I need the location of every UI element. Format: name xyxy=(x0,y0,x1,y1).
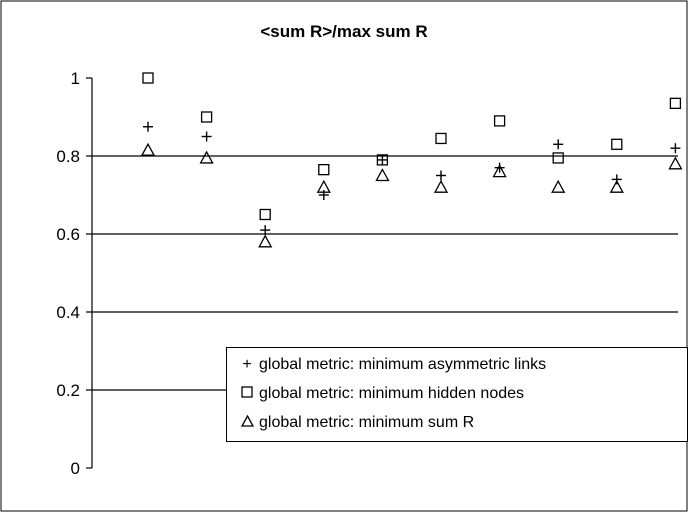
legend-item-square: global metric: minimum hidden nodes xyxy=(239,385,524,403)
legend-item-plus: + global metric: minimum asymmetric link… xyxy=(239,356,546,374)
y-tick-label: 0.6 xyxy=(56,225,80,244)
legend-item-triangle: global metric: minimum sum R xyxy=(239,414,474,432)
plus-marker-icon: + xyxy=(239,356,255,374)
square-marker-icon xyxy=(239,385,255,403)
plus-marker xyxy=(670,143,680,153)
triangle-marker xyxy=(201,152,213,163)
y-tick-label: 0.2 xyxy=(56,381,80,400)
square-marker xyxy=(202,112,212,122)
triangle-marker-icon xyxy=(239,414,255,432)
triangle-marker xyxy=(669,158,681,169)
legend-label: global metric: minimum sum R xyxy=(259,414,474,432)
triangle-marker xyxy=(259,236,271,247)
triangle-marker xyxy=(552,181,564,192)
y-tick-label: 1 xyxy=(71,69,80,88)
square-marker xyxy=(495,116,505,126)
square-marker xyxy=(143,73,153,83)
legend: + global metric: minimum asymmetric link… xyxy=(226,347,688,442)
plus-marker xyxy=(436,171,446,181)
square-marker xyxy=(319,165,329,175)
square-marker xyxy=(260,210,270,220)
triangle-marker xyxy=(376,170,388,181)
y-axis xyxy=(86,78,92,468)
legend-label: global metric: minimum hidden nodes xyxy=(259,385,524,403)
square-marker xyxy=(612,139,622,149)
square-marker xyxy=(436,133,446,143)
legend-label: global metric: minimum asymmetric links xyxy=(259,356,546,374)
triangle-marker xyxy=(142,144,154,155)
square-marker xyxy=(553,153,563,163)
y-tick-label: 0 xyxy=(71,459,80,478)
plus-marker xyxy=(202,132,212,142)
data-points xyxy=(142,73,688,247)
triangle-marker xyxy=(435,181,447,192)
plus-marker xyxy=(612,174,622,184)
square-marker xyxy=(670,98,680,108)
y-tick-labels: 0 0.2 0.4 0.6 0.8 1 xyxy=(56,69,80,478)
y-tick-label: 0.4 xyxy=(56,303,80,322)
plus-marker xyxy=(553,139,563,149)
plus-marker xyxy=(319,190,329,200)
plus-marker xyxy=(143,122,153,132)
y-tick-label: 0.8 xyxy=(56,147,80,166)
